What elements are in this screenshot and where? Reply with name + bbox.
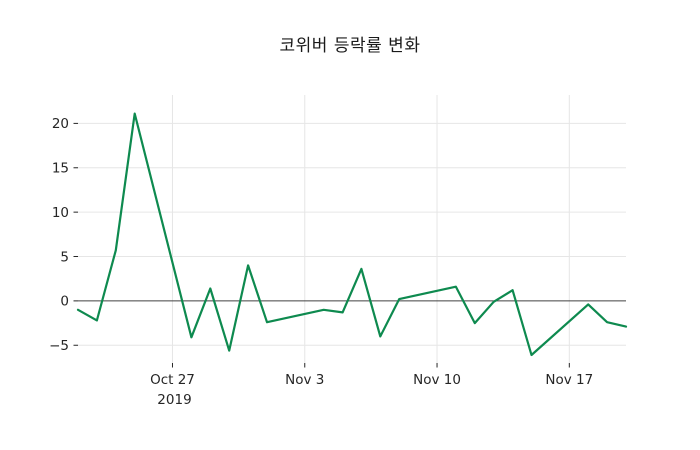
x-tick-label: Oct 27 (150, 372, 195, 388)
y-tick-label: −5 (49, 338, 69, 354)
y-tick-label: 10 (52, 205, 69, 221)
tick-labels: −5 0 5 10 15 20 Oct 27 2019 Nov 3 Nov 10 Nov 17 (49, 116, 593, 408)
x-tick-label: Nov 17 (545, 372, 593, 388)
y-tick-label: 5 (60, 249, 69, 265)
gridlines (78, 95, 626, 363)
tick-marks (73, 122, 570, 368)
y-tick-label: 0 (60, 294, 69, 310)
rate-change-line (76, 112, 628, 357)
x-tick-sublabel: 2019 (157, 392, 191, 408)
x-tick-label: Nov 10 (413, 372, 461, 388)
x-tick-label: Nov 3 (285, 372, 324, 388)
y-tick-label: 20 (52, 116, 69, 132)
y-tick-label: 15 (52, 161, 69, 177)
chart-title: 코위버 등락률 변화 (279, 36, 421, 56)
